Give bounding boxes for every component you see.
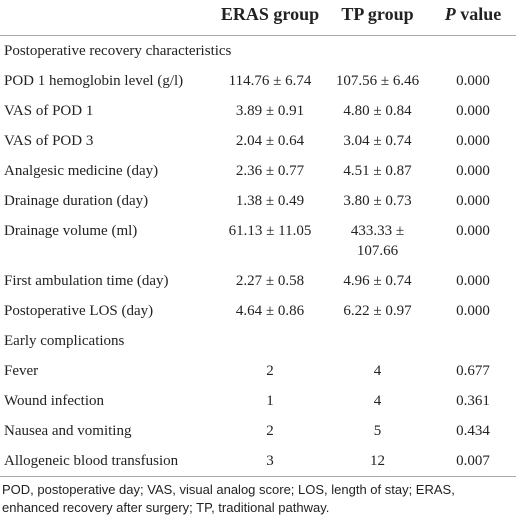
cell: 4.51 ± 0.87 — [343, 163, 412, 179]
cell: 0.000 — [456, 303, 490, 319]
cell: 1.38 ± 0.49 — [235, 193, 305, 209]
header-cell: P value — [430, 0, 516, 36]
header-cell: ERAS group — [215, 0, 325, 36]
cell: 0.000 — [456, 103, 490, 119]
row-label: VAS of POD 1 — [4, 103, 94, 119]
row-label: First ambulation time (day) — [4, 273, 169, 289]
cell: 0.434 — [456, 423, 490, 439]
cell: 0.000 — [456, 73, 490, 89]
data-row: Allogeneic blood transfusion 3 12 0.007 — [0, 446, 516, 477]
row-label: Allogeneic blood transfusion — [0, 446, 215, 477]
cell: 0.000 — [456, 223, 490, 239]
data-row: POD 1 hemoglobin level (g/l) 114.76 ± 6.7… — [0, 66, 516, 96]
header-blank — [0, 0, 215, 36]
data-row: Analgesic medicine (day) 2.36 ± 0.77 4.51 … — [0, 156, 516, 186]
cell: 0.361 — [456, 393, 490, 409]
cell: 0.000 — [456, 163, 490, 179]
row-label: Fever — [4, 363, 39, 379]
cell: 4.80 ± 0.84 — [343, 103, 412, 119]
row-label: Analgesic medicine (day) — [4, 163, 159, 179]
cell: 61.13 ± 11.05 — [228, 223, 312, 239]
cell: 2 — [266, 423, 274, 439]
section-row: Early complications — [0, 326, 516, 356]
section-title: Postoperative recovery characteristics — [4, 43, 232, 59]
row-label: Drainage duration (day) — [4, 193, 149, 209]
row-label: Drainage volume (ml) — [4, 223, 138, 239]
cell: 2 — [266, 363, 274, 379]
data-table: ERAS group TP group P value Postoperativ… — [0, 0, 516, 477]
cell: 0.677 — [456, 363, 490, 379]
row-label: Postoperative LOS (day) — [4, 303, 154, 319]
cell: 0.000 — [456, 273, 490, 289]
cell: 0.007 — [430, 446, 516, 477]
cell: 4.64 ± 0.86 — [235, 303, 305, 319]
cell: 6.22 ± 0.97 — [343, 303, 412, 319]
cell: 1 — [266, 393, 274, 409]
cell: 4 — [373, 363, 382, 379]
row-label: Wound infection — [4, 393, 105, 409]
cell: 3 — [215, 446, 325, 477]
row-label: VAS of POD 3 — [4, 133, 94, 149]
header-symbol: P — [444, 4, 456, 24]
cell: 12 — [325, 446, 430, 477]
header-row: ERAS group TP group P value — [0, 0, 516, 36]
section-title: Early complications — [4, 333, 125, 349]
cell: 433.33 ± 107.66 — [350, 223, 405, 259]
cell: 0.000 — [456, 133, 490, 149]
cell: 3.04 ± 0.74 — [343, 133, 412, 149]
header-text: value — [460, 4, 502, 24]
data-row: Postoperative LOS (day) 4.64 ± 0.86 6.22 ±… — [0, 296, 516, 326]
cell: 2.36 ± 0.77 — [235, 163, 305, 179]
cell: 107.56 ± 6.46 — [335, 73, 420, 89]
cell: 3.89 ± 0.91 — [235, 103, 305, 119]
data-row: First ambulation time (day) 2.27 ± 0.58 4.… — [0, 266, 516, 296]
header-cell: TP group — [325, 0, 430, 36]
footnote: POD, postoperative day; VAS, visual anal… — [2, 482, 455, 515]
data-row: VAS of POD 1 3.89 ± 0.91 4.80 ± 0.84 0.000 — [0, 96, 516, 126]
row-label: Nausea and vomiting — [4, 423, 132, 439]
row-label: POD 1 hemoglobin level (g/l) — [4, 73, 184, 89]
cell: 2.27 ± 0.58 — [235, 273, 305, 289]
table-body: Postoperative recovery characteristics PO… — [0, 36, 516, 477]
data-row: Wound infection 1 4 0.361 — [0, 386, 516, 416]
data-row: Nausea and vomiting 2 5 0.434 — [0, 416, 516, 446]
section-row: Postoperative recovery characteristics — [0, 36, 516, 67]
cell: 4.96 ± 0.74 — [343, 273, 412, 289]
data-row: Drainage volume (ml) 61.13 ± 11.05 433.33 … — [0, 216, 516, 266]
data-row: Drainage duration (day) 1.38 ± 0.49 3.80 ±… — [0, 186, 516, 216]
data-row: Fever 2 4 0.677 — [0, 356, 516, 386]
cell: 4 — [373, 393, 382, 409]
cell: 0.000 — [456, 193, 490, 209]
cell: 114.76 ± 6.74 — [228, 73, 312, 89]
cell: 5 — [373, 423, 382, 439]
cell: 2.04 ± 0.64 — [235, 133, 305, 149]
data-row: VAS of POD 3 2.04 ± 0.64 3.04 ± 0.74 0.000 — [0, 126, 516, 156]
cell: 3.80 ± 0.73 — [343, 193, 412, 209]
